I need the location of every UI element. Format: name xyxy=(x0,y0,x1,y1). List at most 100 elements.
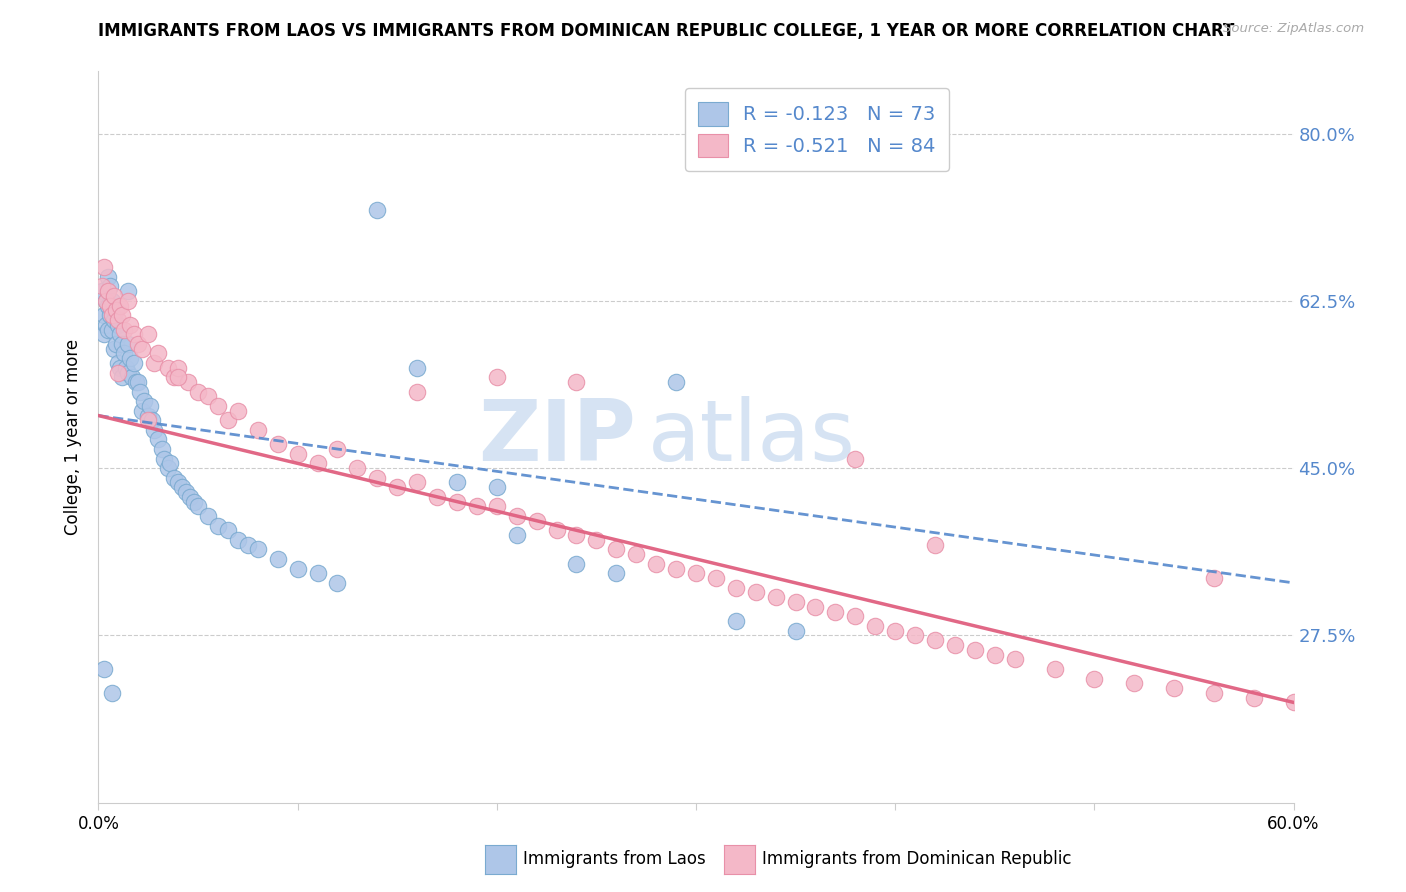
Point xyxy=(226,533,249,547)
Point xyxy=(963,642,986,657)
Point xyxy=(91,279,114,293)
Point xyxy=(100,308,122,322)
Point xyxy=(101,308,124,322)
Point xyxy=(446,475,468,490)
Point xyxy=(148,433,170,447)
Point xyxy=(134,394,156,409)
Point xyxy=(125,375,148,389)
Point xyxy=(129,384,152,399)
Point xyxy=(685,566,707,581)
Point xyxy=(117,293,139,308)
Point xyxy=(485,370,508,384)
Legend: R = -0.123   N = 73, R = -0.521   N = 84: R = -0.123 N = 73, R = -0.521 N = 84 xyxy=(685,88,949,171)
Point xyxy=(131,342,153,356)
Point xyxy=(585,533,607,547)
Point xyxy=(157,461,180,475)
Point xyxy=(287,561,309,575)
Point xyxy=(112,346,135,360)
Point xyxy=(724,614,747,628)
Point xyxy=(785,595,807,609)
Point xyxy=(346,461,368,475)
Point xyxy=(167,360,190,375)
Point xyxy=(110,299,132,313)
Point xyxy=(93,662,115,676)
Point xyxy=(863,619,887,633)
Point xyxy=(526,514,548,528)
Point xyxy=(226,404,249,418)
Point xyxy=(1243,690,1265,705)
Point xyxy=(96,293,118,308)
Point xyxy=(141,413,163,427)
Point xyxy=(121,370,143,384)
Point xyxy=(103,313,125,327)
Point xyxy=(665,375,688,389)
Point xyxy=(96,293,118,308)
Point xyxy=(112,322,135,336)
Point xyxy=(884,624,907,638)
Point xyxy=(172,480,194,494)
Point xyxy=(217,524,239,538)
Text: ZIP: ZIP xyxy=(478,395,637,479)
Point xyxy=(107,366,129,380)
Point xyxy=(267,552,290,566)
Point xyxy=(159,456,181,470)
Point xyxy=(163,471,186,485)
Point xyxy=(506,508,529,523)
Point xyxy=(143,356,166,370)
Point xyxy=(187,384,209,399)
Point xyxy=(101,322,124,336)
Point xyxy=(167,475,190,490)
Point xyxy=(103,342,125,356)
Point xyxy=(120,318,142,332)
Point xyxy=(804,599,827,614)
Point xyxy=(167,370,190,384)
Point xyxy=(111,336,134,351)
Point xyxy=(143,423,166,437)
Point xyxy=(136,413,159,427)
Point xyxy=(174,485,197,500)
Point xyxy=(124,356,146,370)
Point xyxy=(148,346,170,360)
Text: Immigrants from Dominican Republic: Immigrants from Dominican Republic xyxy=(762,850,1071,868)
Point xyxy=(844,451,866,466)
Point xyxy=(96,318,118,332)
Point xyxy=(645,557,668,571)
Point xyxy=(924,633,946,648)
Point xyxy=(107,356,129,370)
Point xyxy=(605,542,627,557)
Point xyxy=(183,494,205,508)
Point xyxy=(626,547,648,561)
Point xyxy=(127,336,149,351)
Point xyxy=(150,442,173,456)
Point xyxy=(326,575,349,590)
Point xyxy=(93,308,115,322)
Point xyxy=(117,336,139,351)
Point xyxy=(136,327,159,342)
Point xyxy=(1202,686,1225,700)
Point xyxy=(100,299,122,313)
Point xyxy=(131,404,153,418)
Point xyxy=(91,285,114,299)
Point xyxy=(844,609,866,624)
Point xyxy=(1083,672,1105,686)
Point xyxy=(605,566,627,581)
Point xyxy=(236,538,259,552)
Point xyxy=(745,585,768,599)
Point xyxy=(307,566,329,581)
Point xyxy=(326,442,349,456)
Point xyxy=(704,571,727,585)
Point xyxy=(565,375,588,389)
Point xyxy=(1004,652,1026,666)
Text: IMMIGRANTS FROM LAOS VS IMMIGRANTS FROM DOMINICAN REPUBLIC COLLEGE, 1 YEAR OR MO: IMMIGRANTS FROM LAOS VS IMMIGRANTS FROM … xyxy=(98,22,1234,40)
Point xyxy=(197,389,219,403)
Point xyxy=(93,327,115,342)
Point xyxy=(785,624,807,638)
Point xyxy=(139,399,162,413)
Point xyxy=(100,279,122,293)
Point xyxy=(197,508,219,523)
Text: atlas: atlas xyxy=(648,395,856,479)
Point xyxy=(924,538,946,552)
Point xyxy=(246,542,269,557)
Text: Source: ZipAtlas.com: Source: ZipAtlas.com xyxy=(1223,22,1364,36)
Point xyxy=(217,413,239,427)
